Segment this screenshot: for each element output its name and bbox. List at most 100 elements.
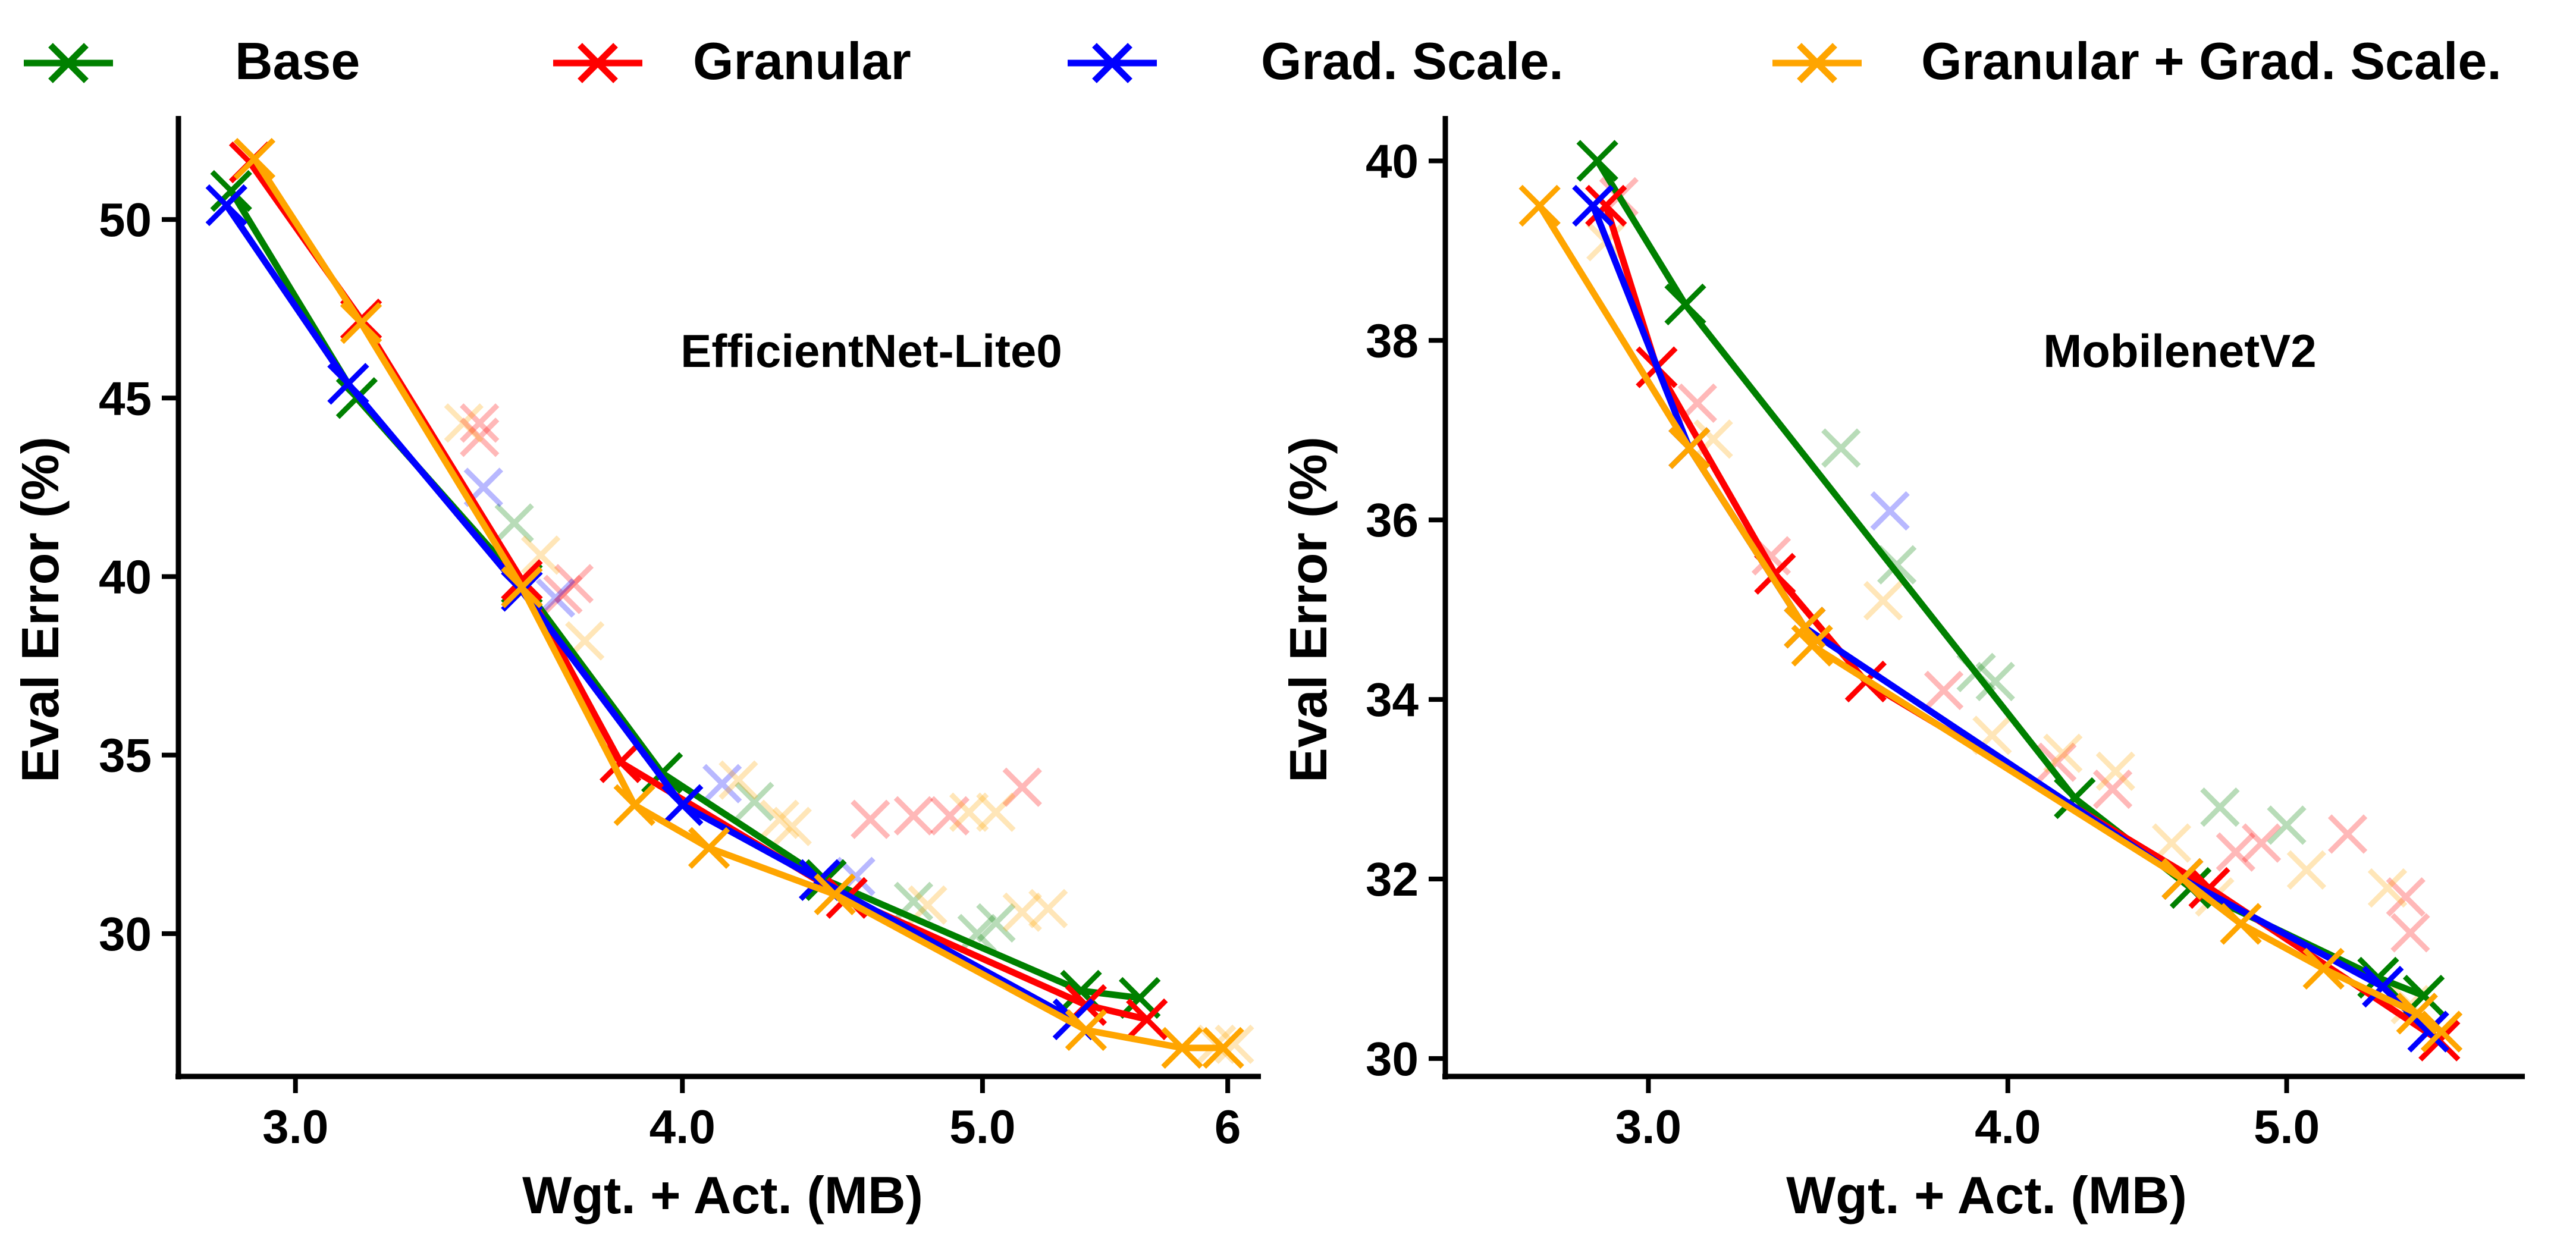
data-point <box>501 566 543 608</box>
legend-marker <box>578 43 618 83</box>
chart-annotation: MobilenetV2 <box>2043 325 2316 377</box>
series-scatter-base <box>494 503 1016 954</box>
data-point <box>205 184 247 227</box>
x-axis-label: Wgt. + Act. (MB) <box>522 1166 923 1225</box>
series-granular <box>228 141 1168 1041</box>
series-line <box>247 160 1148 1023</box>
scatter-point <box>949 792 989 832</box>
scatter-point <box>1870 491 1910 531</box>
x-tick-label: 5.0 <box>2254 1100 2320 1153</box>
scatter-point <box>2241 823 2282 863</box>
scatter-point <box>976 903 1016 943</box>
data-point <box>2420 1010 2463 1053</box>
y-tick-label: 32 <box>1366 853 1419 906</box>
series-scatter-granular <box>1599 177 2430 953</box>
data-point <box>1585 184 1627 227</box>
data-point <box>327 363 369 405</box>
series-line <box>252 157 1223 1051</box>
data-point <box>1668 427 1711 469</box>
legend-label: Base <box>235 32 360 90</box>
scatter-point <box>2386 877 2426 917</box>
scatter-point <box>735 781 774 821</box>
scatter-point <box>718 760 758 800</box>
legend-label: Grad. Scale. <box>1261 32 1564 90</box>
scatter-point <box>2390 913 2430 953</box>
legend-label: Granular <box>693 32 911 90</box>
legend-item-granular-grad-scale: Granular + Grad. Scale. <box>1772 32 2502 90</box>
legend-marker <box>1092 43 1132 83</box>
scatter-point <box>2267 805 2307 845</box>
data-point <box>814 873 856 915</box>
scatter-point <box>520 535 561 575</box>
scatter-point <box>851 799 890 839</box>
data-point <box>1518 184 1561 227</box>
y-tick-label: 50 <box>99 193 152 246</box>
legend-item-base: Base <box>24 32 360 90</box>
series-line <box>224 203 1075 1022</box>
x-axis-label: Wgt. + Act. (MB) <box>1786 1166 2187 1225</box>
y-tick-label: 36 <box>1366 494 1419 547</box>
series-grad-scale <box>205 184 1095 1041</box>
scatter-point <box>444 403 484 443</box>
y-tick-label: 30 <box>1366 1032 1419 1085</box>
legend-marker <box>1797 43 1837 83</box>
x-tick-label: 6 <box>1215 1100 1241 1153</box>
legend-label: Granular + Grad. Scale. <box>1921 32 2502 90</box>
scatter-point <box>930 796 970 836</box>
series-line <box>1595 159 2426 999</box>
y-tick-label: 45 <box>99 372 152 425</box>
data-point <box>210 169 252 212</box>
y-tick-label: 40 <box>1366 134 1419 187</box>
scatter-point <box>1215 1024 1254 1065</box>
series-grad-scale <box>1572 184 2449 1053</box>
data-point <box>661 784 704 826</box>
scatter-point <box>2092 769 2133 809</box>
data-point <box>1791 624 1833 667</box>
y-tick-label: 40 <box>99 550 152 603</box>
scatter-point <box>702 764 742 803</box>
scatter-point <box>2367 868 2408 908</box>
series-granular-grad-scale <box>1518 184 2463 1053</box>
data-point <box>2220 903 2262 945</box>
series-base <box>210 169 1161 1019</box>
data-point <box>1065 1009 1107 1051</box>
scatter-point <box>2216 832 2255 872</box>
series-base <box>1576 140 2445 1017</box>
data-point <box>2161 858 2204 900</box>
scatter-point <box>772 806 812 846</box>
x-tick-label: 3.0 <box>262 1100 328 1153</box>
scatter-point <box>494 503 534 543</box>
chart-efficientnet-lite0: EfficientNet-Lite0 Wgt. + Act. (MB) Eval… <box>11 116 1261 1225</box>
scatter-point <box>1863 580 1903 621</box>
series-scatter-grad-scale <box>1870 491 1910 531</box>
y-tick-label: 34 <box>1366 673 1419 726</box>
data-point <box>233 137 276 180</box>
scatter-point <box>1975 661 2015 702</box>
scatter-point <box>1002 767 1042 807</box>
y-tick-label: 38 <box>1366 314 1419 367</box>
scatter-point <box>554 564 594 604</box>
scatter-point <box>2327 814 2368 854</box>
data-point <box>340 302 382 344</box>
data-point <box>1202 1026 1244 1069</box>
chart-mobilenetv2: MobilenetV2 Wgt. + Act. (MB) Eval Error … <box>1279 116 2525 1225</box>
data-point <box>2302 947 2345 990</box>
y-tick-label: 35 <box>99 729 152 782</box>
data-point <box>688 827 730 869</box>
scatter-point <box>543 575 583 614</box>
scatter-point <box>760 799 800 839</box>
scatter-point <box>2037 742 2077 782</box>
series-scatter-granular-grad-scale <box>444 403 1254 1065</box>
scatter-point <box>460 417 500 457</box>
series-granular-grad-scale <box>233 137 1244 1069</box>
data-point <box>2396 993 2438 1035</box>
scatter-point <box>1028 889 1068 929</box>
legend-item-grad-scale: Grad. Scale. <box>1068 32 1564 90</box>
data-point <box>1572 184 1614 227</box>
series-scatter-granular <box>460 403 1042 839</box>
scatter-point <box>2286 850 2327 890</box>
y-axis-label: Eval Error (%) <box>11 437 70 783</box>
scatter-point <box>1924 670 1964 711</box>
data-point <box>2362 965 2404 1008</box>
